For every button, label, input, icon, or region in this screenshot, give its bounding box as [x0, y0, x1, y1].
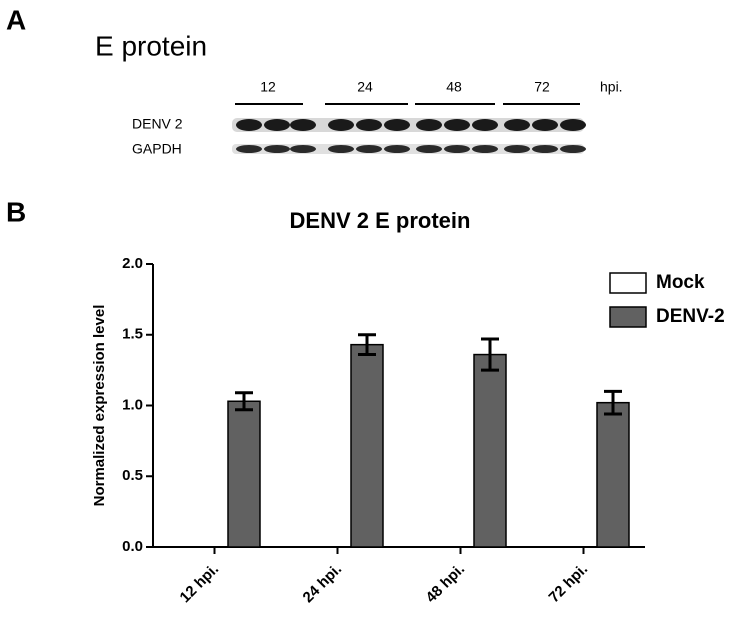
band	[416, 145, 442, 153]
band	[356, 119, 382, 131]
band	[532, 119, 558, 131]
legend-swatch	[609, 272, 647, 294]
band	[356, 145, 382, 153]
error-bar	[358, 333, 376, 357]
y-tick-label: 1.5	[122, 326, 143, 343]
x-tick-label: 48 hpi.	[423, 561, 469, 607]
timepoint: 12	[260, 79, 276, 95]
bar	[350, 343, 384, 548]
y-tick-label: 0.0	[122, 538, 143, 555]
band	[560, 145, 586, 153]
y-axis-label: Normalized expression level	[91, 305, 108, 507]
y-tick-label: 2.0	[122, 255, 143, 272]
band	[504, 145, 530, 153]
band	[532, 145, 558, 153]
x-tick-label: 72 hpi.	[546, 561, 592, 607]
y-tick-label: 1.0	[122, 396, 143, 413]
band	[290, 119, 316, 131]
x-tick-label: 24 hpi.	[300, 561, 346, 607]
band	[264, 145, 290, 153]
blot-bands	[232, 118, 586, 154]
band	[560, 119, 586, 131]
error-bar	[604, 389, 622, 416]
legend-label: Mock	[656, 272, 705, 293]
error-bar	[481, 337, 499, 372]
band	[264, 119, 290, 131]
band	[236, 145, 262, 153]
band	[328, 119, 354, 131]
bar	[227, 400, 261, 548]
band	[472, 145, 498, 153]
chart-title: DENV 2 E protein	[290, 208, 471, 233]
band	[236, 119, 262, 131]
row-label: GAPDH	[132, 141, 182, 157]
legend-swatch	[609, 306, 647, 328]
x-tick-label: 12 hpi.	[177, 561, 223, 607]
band	[290, 145, 316, 153]
timepoint: 72	[534, 79, 550, 95]
band	[384, 119, 410, 131]
blot-title: E protein	[95, 30, 207, 61]
timepoint: 24	[357, 79, 373, 95]
band	[444, 145, 470, 153]
panel-label: A	[6, 4, 26, 35]
row-label: DENV 2	[132, 116, 183, 132]
legend-label: DENV-2	[656, 306, 725, 327]
band	[504, 119, 530, 131]
band	[328, 145, 354, 153]
band	[472, 119, 498, 131]
bar	[596, 401, 630, 548]
bar	[473, 353, 507, 548]
unit-label: hpi.	[600, 79, 623, 95]
timepoint: 48	[446, 79, 462, 95]
band	[384, 145, 410, 153]
error-bar	[235, 391, 253, 412]
band	[416, 119, 442, 131]
band	[444, 119, 470, 131]
panel-label: B	[6, 196, 26, 227]
y-tick-label: 0.5	[122, 467, 143, 484]
